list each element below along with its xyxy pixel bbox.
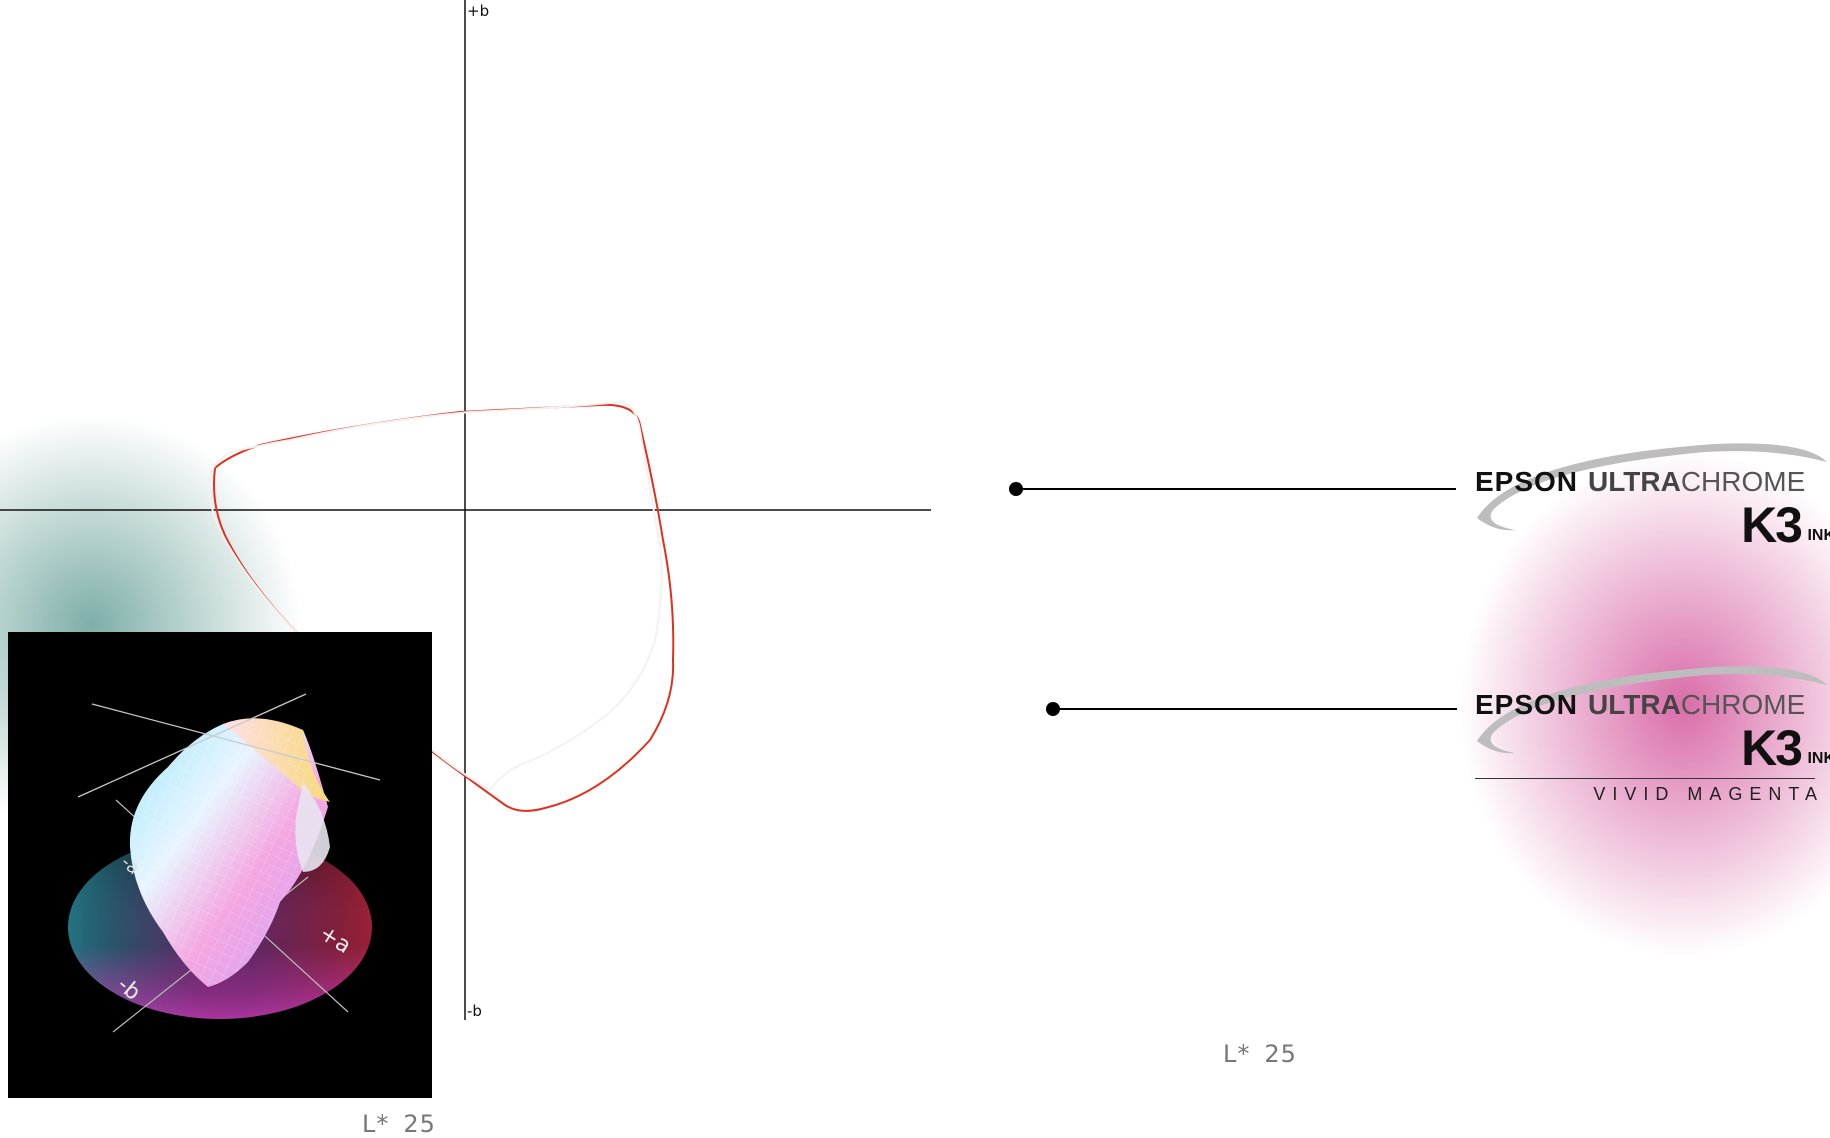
logo-swoosh xyxy=(1477,443,1827,531)
epson-ultrachrome-k3-vivid-magenta-logo: EPSON ULTRACHROME K3 INK xyxy=(1475,663,1830,773)
brand-k3: K3 xyxy=(1741,720,1803,776)
logo-wordmark: EPSON ULTRACHROME xyxy=(1475,468,1805,496)
brand-chrome: CHROME xyxy=(1680,466,1806,497)
brand-k3: K3 xyxy=(1741,497,1803,553)
logo-swoosh xyxy=(1477,666,1827,754)
gamut-solid-mesh xyxy=(129,722,328,987)
gamut-3d-inset: -a +a -b xyxy=(8,632,432,1098)
logo-divider xyxy=(1475,778,1815,779)
brand-ink: INK xyxy=(1807,750,1830,767)
upper-axis-1 xyxy=(91,703,381,781)
brand-epson: EPSON xyxy=(1475,466,1579,497)
brand-epson: EPSON xyxy=(1475,689,1579,720)
upper-axis-2 xyxy=(77,693,307,798)
brand-ultra: ULTRA xyxy=(1588,466,1681,497)
plane-lightness-label: L* 25 xyxy=(1223,1040,1297,1068)
lightness-symbol: L* xyxy=(362,1110,390,1138)
gamut-solid-cavity xyxy=(295,782,330,872)
axis-label-plus-b: +b xyxy=(467,2,490,20)
brand-ultra: ULTRA xyxy=(1588,689,1681,720)
brand-ink: INK xyxy=(1807,527,1830,544)
lightness-symbol: L* xyxy=(1223,1040,1251,1068)
logo-wordmark: EPSON ULTRACHROME xyxy=(1475,691,1805,719)
leader-line-standard xyxy=(1016,488,1456,490)
lightness-value: 25 xyxy=(403,1110,436,1138)
gamut-3d-render: -a +a -b xyxy=(68,693,381,1033)
vivid-magenta-tagline: VIVID MAGENTA xyxy=(1593,784,1824,804)
axis-label-minus-b: -b xyxy=(467,1002,482,1020)
brand-chrome: CHROME xyxy=(1680,689,1806,720)
epson-ultrachrome-k3-logo: EPSON ULTRACHROME K3 INK xyxy=(1475,440,1830,550)
inset-lightness-label: L* 25 xyxy=(362,1110,436,1138)
leader-line-vivid-magenta xyxy=(1053,708,1457,710)
lightness-value: 25 xyxy=(1264,1040,1297,1068)
